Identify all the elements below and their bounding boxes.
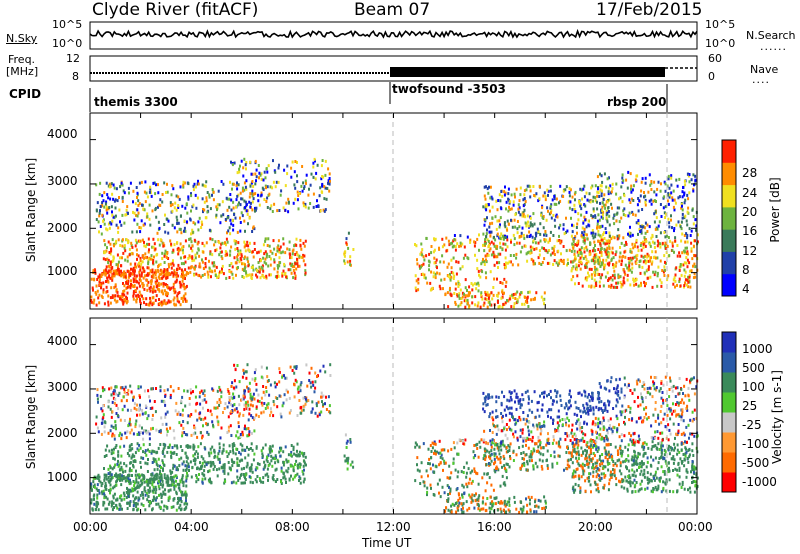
nsearch-label: N.Search	[746, 29, 796, 42]
xtick-0400: 04:00	[174, 520, 209, 534]
xtick-1600: 16:00	[477, 520, 512, 534]
cpid-mode-1: themis 3300	[94, 95, 178, 109]
cpid-label: CPID	[9, 87, 42, 101]
nave-label: Nave	[750, 63, 779, 76]
power-ylabel: Slant Range [km]	[24, 157, 38, 263]
power-cb-tick-8: 8	[742, 263, 750, 277]
noise-panel	[89, 21, 698, 50]
freq-trace-b	[390, 67, 665, 77]
vel-cb-tick-1000: 1000	[742, 342, 773, 356]
power-cb-tick-28: 28	[742, 166, 758, 180]
power-scatter	[90, 157, 699, 309]
power-colorbar-label: Power [dB]	[768, 177, 782, 243]
freq-tick-bottom: 8	[72, 70, 79, 83]
xtick-2400: 00:00	[678, 520, 713, 534]
velocity-ytick-3000: 3000	[47, 380, 78, 394]
velocity-colorbar	[721, 331, 737, 493]
nsearch-key: ......	[760, 40, 787, 53]
power-colorbar	[721, 139, 737, 297]
velocity-ylabel: Slant Range [km]	[24, 364, 38, 470]
velocity-ytick-4000: 4000	[47, 334, 78, 348]
velocity-ytick-1000: 1000	[47, 470, 78, 484]
freq-tick-top: 12	[66, 52, 80, 65]
beam-title: Beam 07	[354, 0, 431, 20]
xtick-0800: 08:00	[275, 520, 310, 534]
nave-key: ....	[752, 73, 770, 86]
xtick-1200: 12:00	[376, 520, 411, 534]
noise-sky-trace	[89, 28, 698, 39]
power-cb-tick-4: 4	[742, 282, 750, 296]
power-ytick-3000: 3000	[47, 174, 78, 188]
power-ytick-2000: 2000	[47, 221, 78, 235]
power-ytick-1000: 1000	[47, 264, 78, 278]
axis-ticks	[89, 113, 698, 514]
noise-left-tick-bottom: 10^0	[52, 37, 83, 50]
power-cb-tick-20: 20	[742, 205, 758, 219]
xlabel: Time UT	[362, 536, 412, 550]
noise-right-tick-top: 10^5	[705, 18, 736, 31]
nave-tick-top: 60	[708, 52, 722, 65]
vel-cb-tick-m25: -25	[742, 418, 762, 432]
power-ytick-4000: 4000	[47, 127, 78, 141]
vel-cb-tick-m500: -500	[742, 456, 770, 470]
nsky-label: N.Sky	[6, 32, 38, 45]
xtick-2000: 20:00	[578, 520, 613, 534]
xtick-0000: 00:00	[73, 520, 108, 534]
cpid-mode-2: twofsound -3503	[392, 82, 506, 96]
power-cb-tick-24: 24	[742, 186, 758, 200]
vel-cb-tick-100: 100	[742, 380, 765, 394]
velocity-panel	[89, 317, 699, 515]
velocity-colorbar-label: Velocity [m s-1]	[770, 370, 784, 464]
cpid-panel	[89, 82, 668, 112]
power-cb-tick-16: 16	[742, 224, 758, 238]
vel-cb-tick-500: 500	[742, 361, 765, 375]
freq-label-line1: Freq.	[8, 53, 36, 66]
nave-tick-bottom: 0	[708, 70, 715, 83]
power-cb-tick-12: 12	[742, 244, 758, 258]
velocity-ytick-2000: 2000	[47, 426, 78, 440]
date-title: 17/Feb/2015	[596, 0, 703, 20]
vel-cb-tick-m100: -100	[742, 437, 770, 451]
noise-left-tick-top: 10^5	[52, 18, 83, 31]
cpid-mode-3: rbsp 200	[607, 95, 667, 109]
vel-cb-tick-25: 25	[742, 399, 758, 413]
freq-panel	[89, 55, 698, 82]
radar-title: Clyde River (fitACF)	[92, 0, 259, 20]
vel-cb-tick-m1000: -1000	[742, 475, 777, 489]
freq-label-line2: [MHz]	[6, 65, 39, 78]
noise-right-tick-bottom: 10^0	[705, 37, 736, 50]
power-panel	[89, 112, 699, 310]
velocity-scatter	[90, 363, 699, 514]
